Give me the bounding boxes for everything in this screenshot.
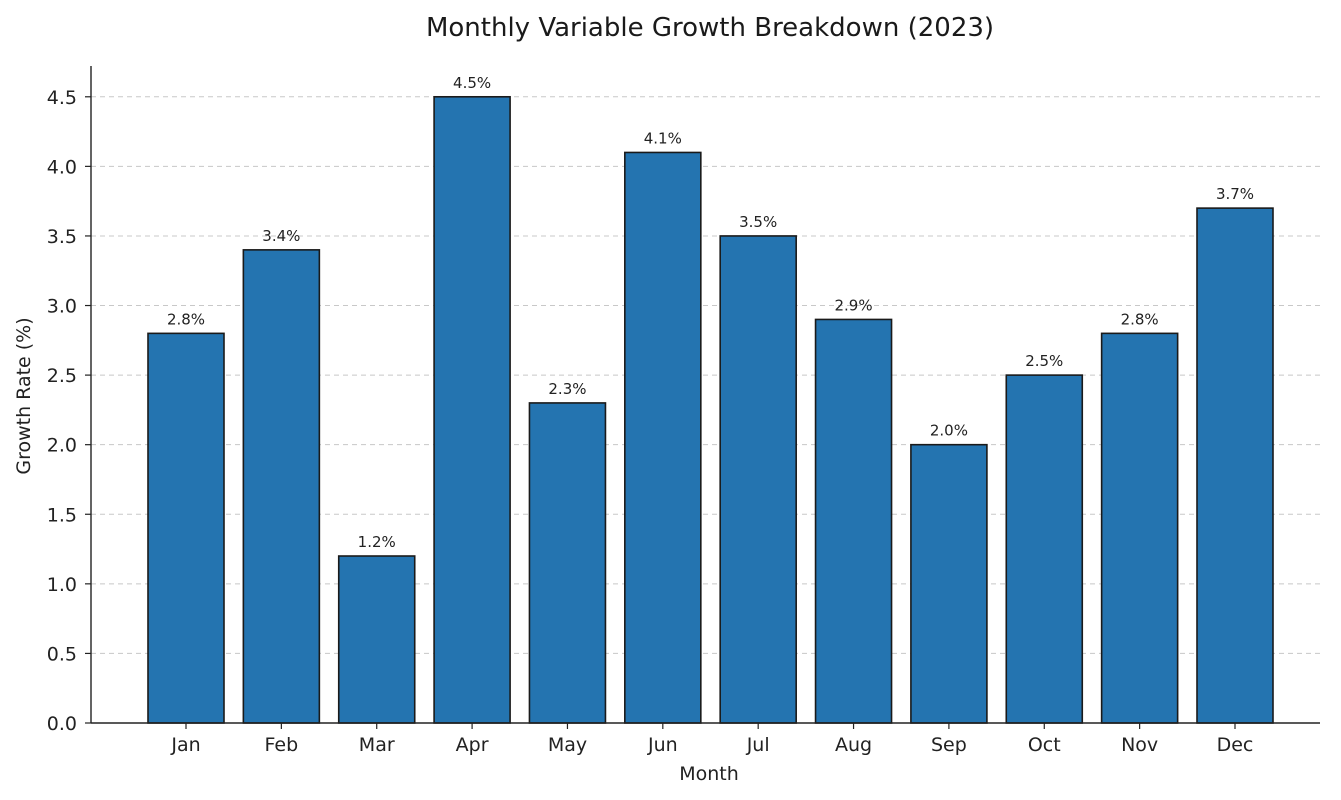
y-tick-label-5: 2.5 xyxy=(47,365,77,387)
x-tick-label-jan: Jan xyxy=(170,734,200,756)
chart-title: Monthly Variable Growth Breakdown (2023) xyxy=(426,13,994,43)
bar-oct xyxy=(1005,374,1084,724)
data-label-apr: 4.5% xyxy=(453,74,491,92)
data-labels: 2.8% 3.4% 1.2% 4.5% 2.3% 4.1% 3.5% 2.9% 2.0% 2.5%… xyxy=(167,74,1254,551)
data-label-oct: 2.5% xyxy=(1025,352,1063,370)
gridlines xyxy=(91,96,1320,654)
bar-mar xyxy=(337,555,416,724)
y-tick-label-2: 1.0 xyxy=(47,574,77,596)
data-label-jun: 4.1% xyxy=(644,129,682,147)
bar-jul xyxy=(719,235,797,724)
y-tick-label-8: 4.0 xyxy=(47,156,77,178)
axes: 0.0 0.5 1.0 1.5 2.0 2.5 3.0 3.5 4.0 4.5 Jan Feb Mar A… xyxy=(47,66,1320,756)
bar-nov xyxy=(1100,332,1179,724)
bar-sep xyxy=(910,443,988,724)
x-tick-label-sep: Sep xyxy=(931,734,967,756)
data-label-jan: 2.8% xyxy=(167,310,205,328)
y-tick-label-9: 4.5 xyxy=(47,87,77,109)
x-tick-label-apr: Apr xyxy=(456,734,489,756)
data-label-feb: 3.4% xyxy=(262,227,300,245)
y-tick-label-7: 3.5 xyxy=(47,226,77,248)
x-tick-label-dec: Dec xyxy=(1217,734,1254,756)
bar-jan xyxy=(147,332,225,724)
x-axis-label: Month xyxy=(679,763,739,785)
y-tick-label-4: 2.0 xyxy=(47,435,77,457)
data-label-mar: 1.2% xyxy=(358,533,396,551)
bar-apr xyxy=(433,95,511,724)
data-label-dec: 3.7% xyxy=(1216,185,1254,203)
x-tick-label-nov: Nov xyxy=(1121,734,1158,756)
data-label-jul: 3.5% xyxy=(739,213,777,231)
data-label-sep: 2.0% xyxy=(930,422,968,440)
y-axis-label: Growth Rate (%) xyxy=(13,317,35,474)
x-tick-label-jul: Jul xyxy=(746,734,770,756)
data-label-nov: 2.8% xyxy=(1121,310,1159,328)
y-tick-label-6: 3.0 xyxy=(47,296,77,318)
bars xyxy=(147,95,1274,724)
data-label-aug: 2.9% xyxy=(834,296,872,314)
x-tick-label-mar: Mar xyxy=(359,734,395,756)
x-tick-label-oct: Oct xyxy=(1028,734,1061,756)
bar-aug xyxy=(814,318,893,724)
x-tick-label-jun: Jun xyxy=(647,734,678,756)
y-tick-label-0: 0.0 xyxy=(47,713,77,735)
bar-may xyxy=(528,402,607,724)
data-label-may: 2.3% xyxy=(548,380,586,398)
x-tick-label-aug: Aug xyxy=(835,734,872,756)
x-tick-label-feb: Feb xyxy=(265,734,299,756)
bar-feb xyxy=(242,249,321,724)
bar-jun xyxy=(624,151,702,724)
y-tick-label-1: 0.5 xyxy=(47,643,77,665)
bar-dec xyxy=(1196,207,1274,724)
x-tick-label-may: May xyxy=(548,734,587,756)
y-tick-label-3: 1.5 xyxy=(47,504,77,526)
